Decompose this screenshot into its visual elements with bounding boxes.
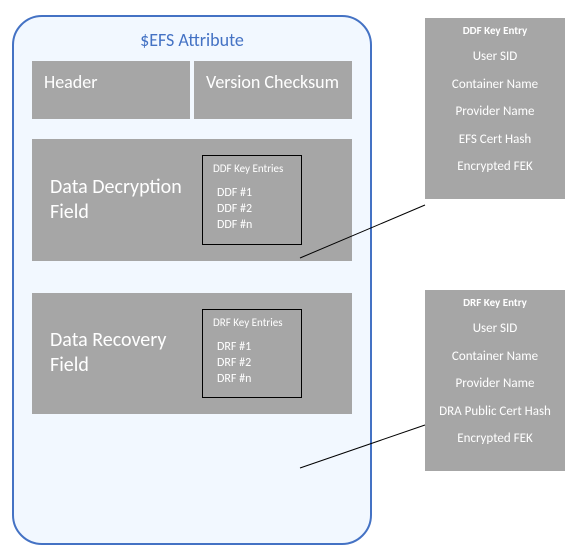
drf-key-entry-item: DRA Public Cert Hash [431,404,559,420]
drf-key-entry-title: DRF Key Entry [431,296,559,309]
ddf-key-entry-item: Encrypted FEK [431,159,559,175]
ddf-entry-item: DDF #2 [213,201,283,217]
drf-key-entry-item: Provider Name [431,376,559,392]
data-recovery-field: Data Recovery Field DRF Key Entries DRF … [32,293,352,415]
ddf-label: Data Decryption Field [50,175,190,225]
ddf-entries-list: DDF #1 DDF #2 DDF #n [213,185,283,234]
ddf-entries-title: DDF Key Entries [213,162,283,175]
ddf-entry-item: DDF #1 [213,185,283,201]
drf-label: Data Recovery Field [50,328,190,378]
data-decryption-field: Data Decryption Field DDF Key Entries DD… [32,139,352,261]
ddf-key-entry-item: EFS Cert Hash [431,132,559,148]
ddf-key-entry-item: User SID [431,49,559,65]
ddf-key-entry-box: DDF Key Entry User SID Container Name Pr… [425,18,565,199]
drf-key-entry-item: User SID [431,321,559,337]
drf-key-entry-box: DRF Key Entry User SID Container Name Pr… [425,290,565,471]
header-box-right: Version Checksum [194,61,352,119]
drf-entry-item: DRF #1 [213,339,283,355]
efs-attribute-container: $EFS Attribute Header Version Checksum D… [12,15,372,545]
efs-attribute-title: $EFS Attribute [14,29,370,51]
header-box-left: Header [32,61,190,119]
ddf-key-entries-box: DDF Key Entries DDF #1 DDF #2 DDF #n [202,155,302,245]
drf-key-entries-box: DRF Key Entries DRF #1 DRF #2 DRF #n [202,309,302,399]
drf-key-entry-item: Container Name [431,349,559,365]
drf-key-entry-item: Encrypted FEK [431,431,559,447]
header-row: Header Version Checksum [32,61,352,119]
drf-entries-list: DRF #1 DRF #2 DRF #n [213,339,283,388]
ddf-key-entry-title: DDF Key Entry [431,24,559,37]
ddf-entry-item: DDF #n [213,217,283,233]
drf-entry-item: DRF #n [213,371,283,387]
drf-entries-title: DRF Key Entries [213,316,283,329]
drf-entry-item: DRF #2 [213,355,283,371]
ddf-key-entry-item: Container Name [431,77,559,93]
ddf-key-entry-item: Provider Name [431,104,559,120]
